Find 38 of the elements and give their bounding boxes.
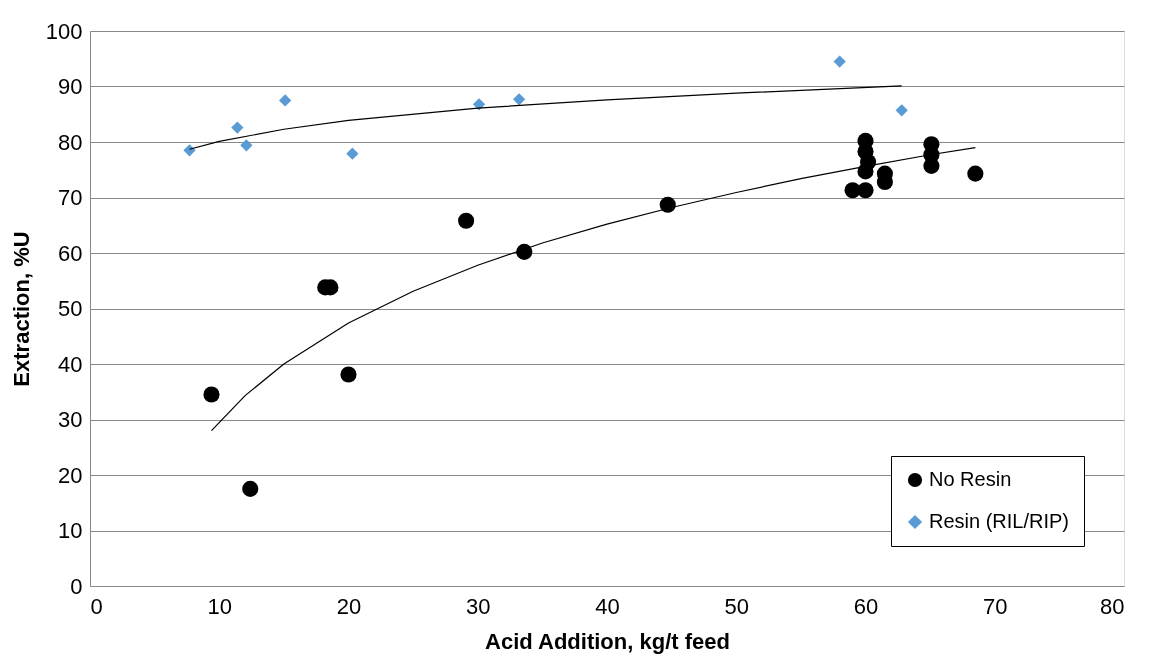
x-tick-label: 40 bbox=[595, 593, 620, 619]
point bbox=[203, 386, 220, 403]
x-tick-label: 80 bbox=[1100, 593, 1125, 619]
x-tick-label: 60 bbox=[853, 593, 879, 619]
y-tick-label: 30 bbox=[58, 407, 83, 432]
point bbox=[240, 139, 253, 152]
point bbox=[346, 147, 359, 160]
point bbox=[231, 121, 244, 134]
point bbox=[340, 366, 357, 383]
point bbox=[242, 480, 259, 497]
x-tick-label: 50 bbox=[724, 593, 749, 619]
y-axis-title: Extraction, %U bbox=[8, 231, 34, 387]
legend-label: Resin (RIL/RIP) bbox=[929, 510, 1070, 532]
x-tick-label: 70 bbox=[983, 593, 1008, 619]
point bbox=[279, 94, 292, 107]
x-tick-label: 30 bbox=[466, 593, 491, 619]
line-series bbox=[210, 146, 976, 432]
point bbox=[895, 104, 908, 117]
point bbox=[967, 165, 984, 182]
point bbox=[833, 55, 846, 68]
point bbox=[857, 182, 874, 199]
x-tick-label: 0 bbox=[90, 593, 103, 619]
y-tick-label: 0 bbox=[70, 573, 83, 599]
x-tick-label: 20 bbox=[336, 593, 362, 619]
y-tick-label: 90 bbox=[58, 74, 83, 99]
y-tick-label: 100 bbox=[45, 18, 83, 44]
x-axis-title: Acid Addition, kg/t feed bbox=[485, 628, 730, 654]
y-tick-label: 10 bbox=[58, 518, 83, 543]
point bbox=[458, 212, 475, 229]
y-tick-label: 20 bbox=[58, 462, 83, 488]
y-tick-label: 80 bbox=[58, 129, 83, 155]
y-tick-label: 50 bbox=[58, 296, 83, 321]
legend-label: No Resin bbox=[929, 468, 1012, 490]
y-tick-label: 40 bbox=[58, 351, 83, 377]
y-tick-label: 60 bbox=[58, 240, 83, 266]
point bbox=[512, 93, 526, 106]
y-tick-label: 70 bbox=[58, 185, 83, 210]
x-tick-label: 10 bbox=[207, 593, 232, 619]
